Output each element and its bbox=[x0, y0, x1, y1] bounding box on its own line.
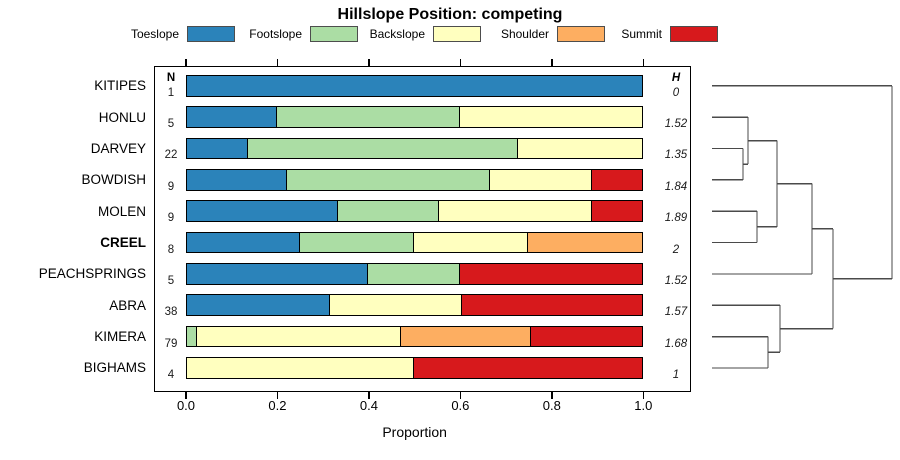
legend-item-summit: Summit bbox=[529, 25, 718, 42]
legend-label: Backslope bbox=[369, 26, 425, 41]
x-tick-top bbox=[368, 59, 370, 66]
legend-swatch bbox=[310, 25, 358, 42]
x-tick-label: 0.4 bbox=[359, 398, 378, 413]
n-value: 22 bbox=[164, 149, 178, 162]
bar-segment-summit bbox=[413, 357, 644, 379]
legend-label: Footslope bbox=[249, 26, 302, 41]
x-tick-bottom bbox=[459, 391, 462, 399]
n-value: 9 bbox=[167, 180, 175, 193]
row-label-molen: MOLEN bbox=[97, 203, 146, 219]
h-value: 0 bbox=[672, 86, 680, 99]
x-tick-top bbox=[551, 59, 553, 66]
legend-swatch bbox=[433, 25, 481, 42]
n-column-header: N bbox=[166, 72, 176, 84]
x-tick-label: 0.2 bbox=[268, 398, 287, 413]
n-value: 38 bbox=[164, 306, 178, 319]
x-tick-bottom bbox=[185, 391, 187, 399]
x-tick-bottom bbox=[551, 391, 553, 399]
h-value: 1.52 bbox=[664, 118, 688, 131]
bar-segment-toeslope bbox=[186, 75, 644, 97]
x-tick-bottom bbox=[642, 391, 645, 399]
h-value: 1.52 bbox=[664, 274, 688, 287]
row-label-abra: ABRA bbox=[109, 297, 146, 313]
row-label-kitipes: KITIPES bbox=[94, 78, 146, 94]
legend-item-footslope: Footslope bbox=[169, 25, 358, 42]
legend-item-shoulder: Shoulder bbox=[416, 25, 605, 42]
h-value: 1.35 bbox=[664, 149, 688, 162]
x-tick-top bbox=[276, 59, 279, 66]
row-label-bighams: BIGHAMS bbox=[83, 360, 146, 376]
row-label-honlu: HONLU bbox=[98, 109, 146, 125]
plot-box bbox=[154, 66, 691, 392]
h-value: 1.68 bbox=[664, 337, 688, 350]
legend-label: Summit bbox=[621, 26, 662, 41]
row-label-darvey: DARVEY bbox=[90, 140, 146, 156]
h-value: 1.89 bbox=[664, 212, 688, 225]
legend-label: Shoulder bbox=[500, 26, 549, 41]
h-value: 1.84 bbox=[664, 180, 688, 193]
bar-segment-summit bbox=[458, 263, 644, 285]
bar-segment-summit bbox=[529, 325, 644, 348]
bar-segment-backslope bbox=[458, 106, 644, 128]
h-column-header: H bbox=[671, 72, 681, 84]
x-axis-label: Proportion bbox=[382, 424, 447, 440]
bar-segment-summit bbox=[590, 200, 644, 222]
row-label-bowdish: BOWDISH bbox=[81, 172, 146, 188]
x-tick-label: 1.0 bbox=[634, 398, 653, 413]
row-label-kimera: KIMERA bbox=[94, 329, 146, 345]
x-tick-label: 0.6 bbox=[451, 398, 470, 413]
legend-swatch bbox=[557, 25, 605, 42]
bar-segment-summit bbox=[461, 294, 644, 316]
legend-swatch bbox=[187, 25, 235, 42]
n-value: 5 bbox=[167, 274, 175, 287]
legend-item-toeslope: Toeslope bbox=[46, 25, 235, 42]
legend-swatch bbox=[670, 25, 718, 42]
n-value: 5 bbox=[167, 118, 175, 131]
chart-title: Hillslope Position: competing bbox=[337, 6, 563, 23]
n-value: 4 bbox=[167, 368, 175, 381]
x-tick-top bbox=[459, 59, 462, 66]
bar-segment-summit bbox=[590, 169, 644, 191]
n-value: 1 bbox=[167, 86, 175, 99]
legend-label: Toeslope bbox=[130, 26, 179, 41]
h-value: 1.57 bbox=[664, 306, 688, 319]
row-label-creel: CREEL bbox=[100, 235, 146, 250]
legend-item-backslope: Backslope bbox=[292, 25, 481, 42]
x-tick-label: 0.8 bbox=[542, 398, 561, 413]
n-value: 8 bbox=[167, 243, 175, 256]
n-value: 9 bbox=[167, 212, 175, 225]
n-value: 79 bbox=[164, 337, 178, 350]
bar-segment-shoulder bbox=[527, 231, 644, 254]
row-label-peachsprings: PEACHSPRINGS bbox=[38, 266, 146, 282]
x-tick-top bbox=[185, 59, 187, 66]
h-value: 1 bbox=[672, 368, 680, 381]
x-tick-bottom bbox=[368, 391, 370, 399]
x-tick-label: 0.0 bbox=[176, 398, 196, 413]
x-tick-top bbox=[642, 59, 645, 66]
bar-segment-backslope bbox=[516, 137, 644, 160]
x-tick-bottom bbox=[276, 391, 279, 399]
h-value: 2 bbox=[672, 243, 680, 256]
